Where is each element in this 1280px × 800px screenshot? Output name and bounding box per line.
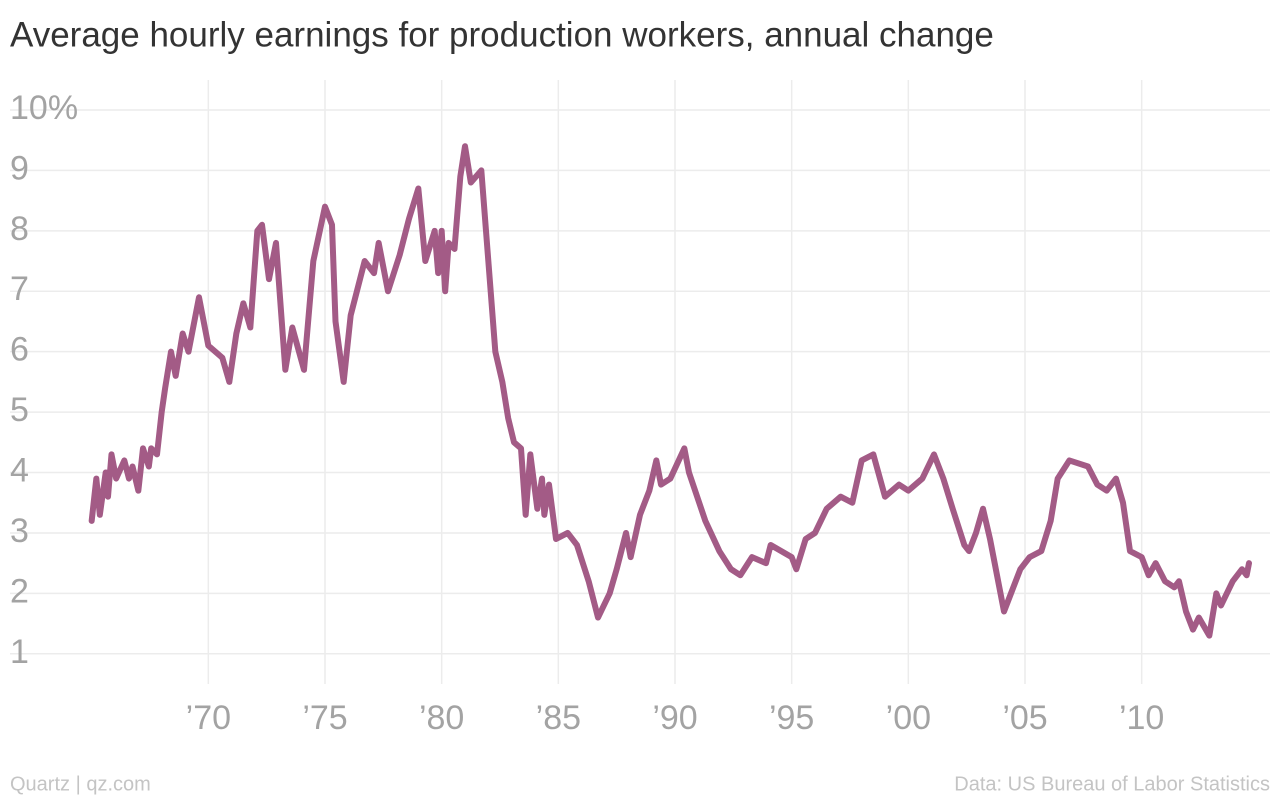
y-tick-label: 2 [10,572,29,610]
y-tick-label: 4 [10,452,29,490]
y-tick-label: 6 [10,331,29,369]
y-tick-label: 1 [10,633,29,671]
y-tick-label: 8 [10,210,29,248]
y-tick-label: 9 [10,149,29,187]
grid [10,80,1270,684]
y-tick-label: 10% [10,89,78,127]
x-tick-label: ’70 [186,699,231,737]
data-line [88,143,1252,639]
credit: Quartz | qz.com [10,773,151,795]
x-tick-label: ’85 [536,699,581,737]
x-tick-label: ’05 [1002,699,1047,737]
x-tick-label: ’95 [769,699,814,737]
x-tick-label: ’10 [1119,699,1164,737]
y-tick-label: 3 [10,512,29,550]
chart-title: Average hourly earnings for production w… [10,15,994,54]
x-tick-label: ’75 [302,699,347,737]
x-tick-label: ’90 [652,699,697,737]
y-tick-label: 7 [10,270,29,308]
y-tick-label: 5 [10,391,29,429]
x-tick-label: ’80 [419,699,464,737]
x-tick-label: ’00 [886,699,931,737]
source: Data: US Bureau of Labor Statistics [954,773,1270,795]
